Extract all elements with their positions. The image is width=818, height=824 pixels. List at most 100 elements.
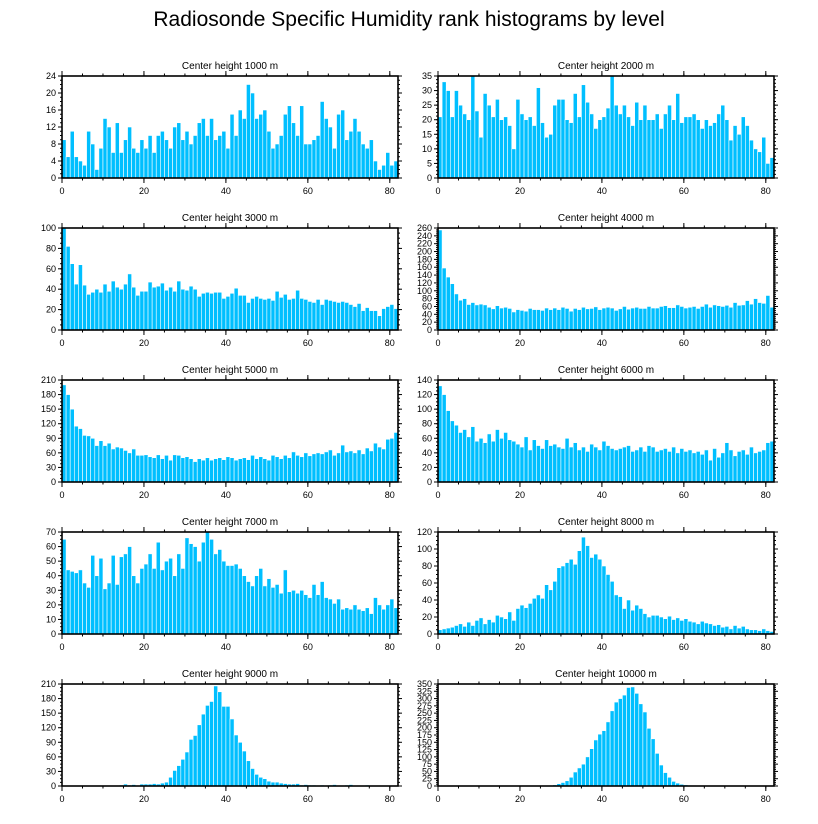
histogram-bar — [205, 457, 210, 483]
histogram-bar — [73, 572, 79, 635]
histogram-bar — [311, 453, 317, 483]
histogram-bar — [478, 136, 484, 179]
histogram-bar — [287, 299, 292, 331]
histogram-bar — [581, 763, 586, 787]
y-tick-label: 120 — [41, 723, 56, 733]
histogram-bar — [94, 288, 100, 331]
histogram-bar — [381, 308, 387, 331]
histogram-bar — [151, 568, 157, 635]
histogram-bar — [650, 738, 656, 787]
histogram-bar — [147, 281, 153, 331]
histogram-bar — [568, 122, 574, 179]
histogram-bar — [531, 309, 537, 331]
histogram-bar — [246, 760, 251, 787]
histogram-bar — [572, 93, 578, 179]
x-tick-label: 80 — [761, 794, 771, 804]
histogram-bar — [458, 623, 463, 635]
histogram-bar — [523, 436, 529, 483]
x-tick-label: 40 — [597, 490, 607, 500]
histogram-bar — [250, 454, 255, 483]
histogram-bar — [73, 425, 79, 483]
y-tick-label: 50 — [422, 766, 432, 776]
y-tick-label: 20 — [46, 600, 56, 610]
histogram-bar — [634, 306, 640, 331]
histogram-bar — [531, 439, 537, 483]
histogram-bar — [246, 581, 251, 635]
histogram-bar — [761, 303, 767, 331]
histogram-bar — [548, 309, 554, 331]
histogram-bar — [622, 694, 627, 787]
histogram-bar — [724, 304, 730, 331]
histogram-bar — [323, 451, 329, 483]
histogram-bar — [548, 133, 554, 179]
histogram-bar — [445, 90, 451, 179]
histogram-bar — [622, 104, 627, 179]
histogram-bar — [213, 291, 219, 331]
histogram-bar — [69, 130, 75, 179]
histogram-bar — [585, 545, 590, 635]
histogram-bar — [180, 139, 186, 179]
histogram-bar — [486, 306, 492, 331]
histogram-bar — [282, 569, 288, 635]
y-tick-label: 175 — [417, 730, 432, 740]
histogram-bar — [695, 623, 701, 635]
histogram-bar — [499, 437, 504, 483]
y-tick-label: 225 — [417, 715, 432, 725]
y-tick-label: 0 — [51, 781, 56, 791]
histogram-bar — [340, 444, 346, 483]
histogram-bar — [687, 620, 693, 635]
histogram-bar — [687, 449, 693, 483]
histogram-bar — [98, 147, 104, 179]
histogram-bar — [131, 147, 137, 179]
histogram-bar — [151, 457, 157, 483]
histogram-bar — [299, 105, 305, 179]
y-tick-label: 140 — [417, 270, 432, 280]
histogram-bar — [250, 768, 255, 787]
panel-title: Center height 5000 m — [182, 365, 278, 376]
histogram-bar — [246, 302, 251, 331]
histogram-bar — [299, 456, 305, 483]
y-tick-label: 0 — [51, 173, 56, 183]
y-tick-label: 30 — [46, 585, 56, 595]
histogram-bar — [601, 307, 607, 331]
histogram-bar — [78, 428, 83, 483]
y-tick-label: 0 — [51, 325, 56, 335]
histogram-bar — [352, 306, 358, 331]
histogram-bar — [176, 122, 182, 179]
histogram-bar — [127, 126, 132, 179]
y-tick-label: 40 — [46, 284, 56, 294]
histogram-bar — [441, 267, 447, 331]
histogram-bar — [172, 126, 178, 179]
histogram-bar — [278, 592, 284, 635]
histogram-bar — [470, 426, 476, 483]
histogram-bar — [503, 432, 508, 483]
histogram-bar — [740, 116, 746, 179]
histogram-bar — [675, 93, 681, 179]
histogram-bar — [708, 125, 713, 179]
histogram-bar — [131, 448, 137, 483]
histogram-bar — [209, 459, 214, 483]
y-tick-label: 160 — [417, 262, 432, 272]
histogram-bar — [704, 622, 709, 635]
histogram-bar — [449, 420, 455, 483]
histogram-bar — [278, 135, 284, 179]
histogram-bar — [568, 776, 574, 787]
histogram-bar — [626, 445, 631, 483]
histogram-bar — [470, 625, 476, 635]
histogram-bar — [373, 597, 378, 635]
y-tick-label: 200 — [417, 247, 432, 257]
histogram-bar — [708, 623, 713, 635]
x-tick-label: 0 — [435, 186, 440, 196]
histogram-bar — [630, 125, 635, 179]
y-tick-label: 80 — [422, 294, 432, 304]
histogram-bar — [221, 130, 227, 179]
histogram-bar — [106, 126, 112, 179]
histogram-bar — [683, 116, 689, 179]
histogram-bar — [507, 611, 513, 635]
histogram-bar — [246, 84, 251, 179]
histogram-bar — [94, 445, 100, 483]
histogram-bar — [683, 307, 689, 331]
histogram-bar — [499, 119, 504, 179]
histogram-bar — [205, 531, 210, 635]
x-tick-label: 20 — [515, 186, 525, 196]
